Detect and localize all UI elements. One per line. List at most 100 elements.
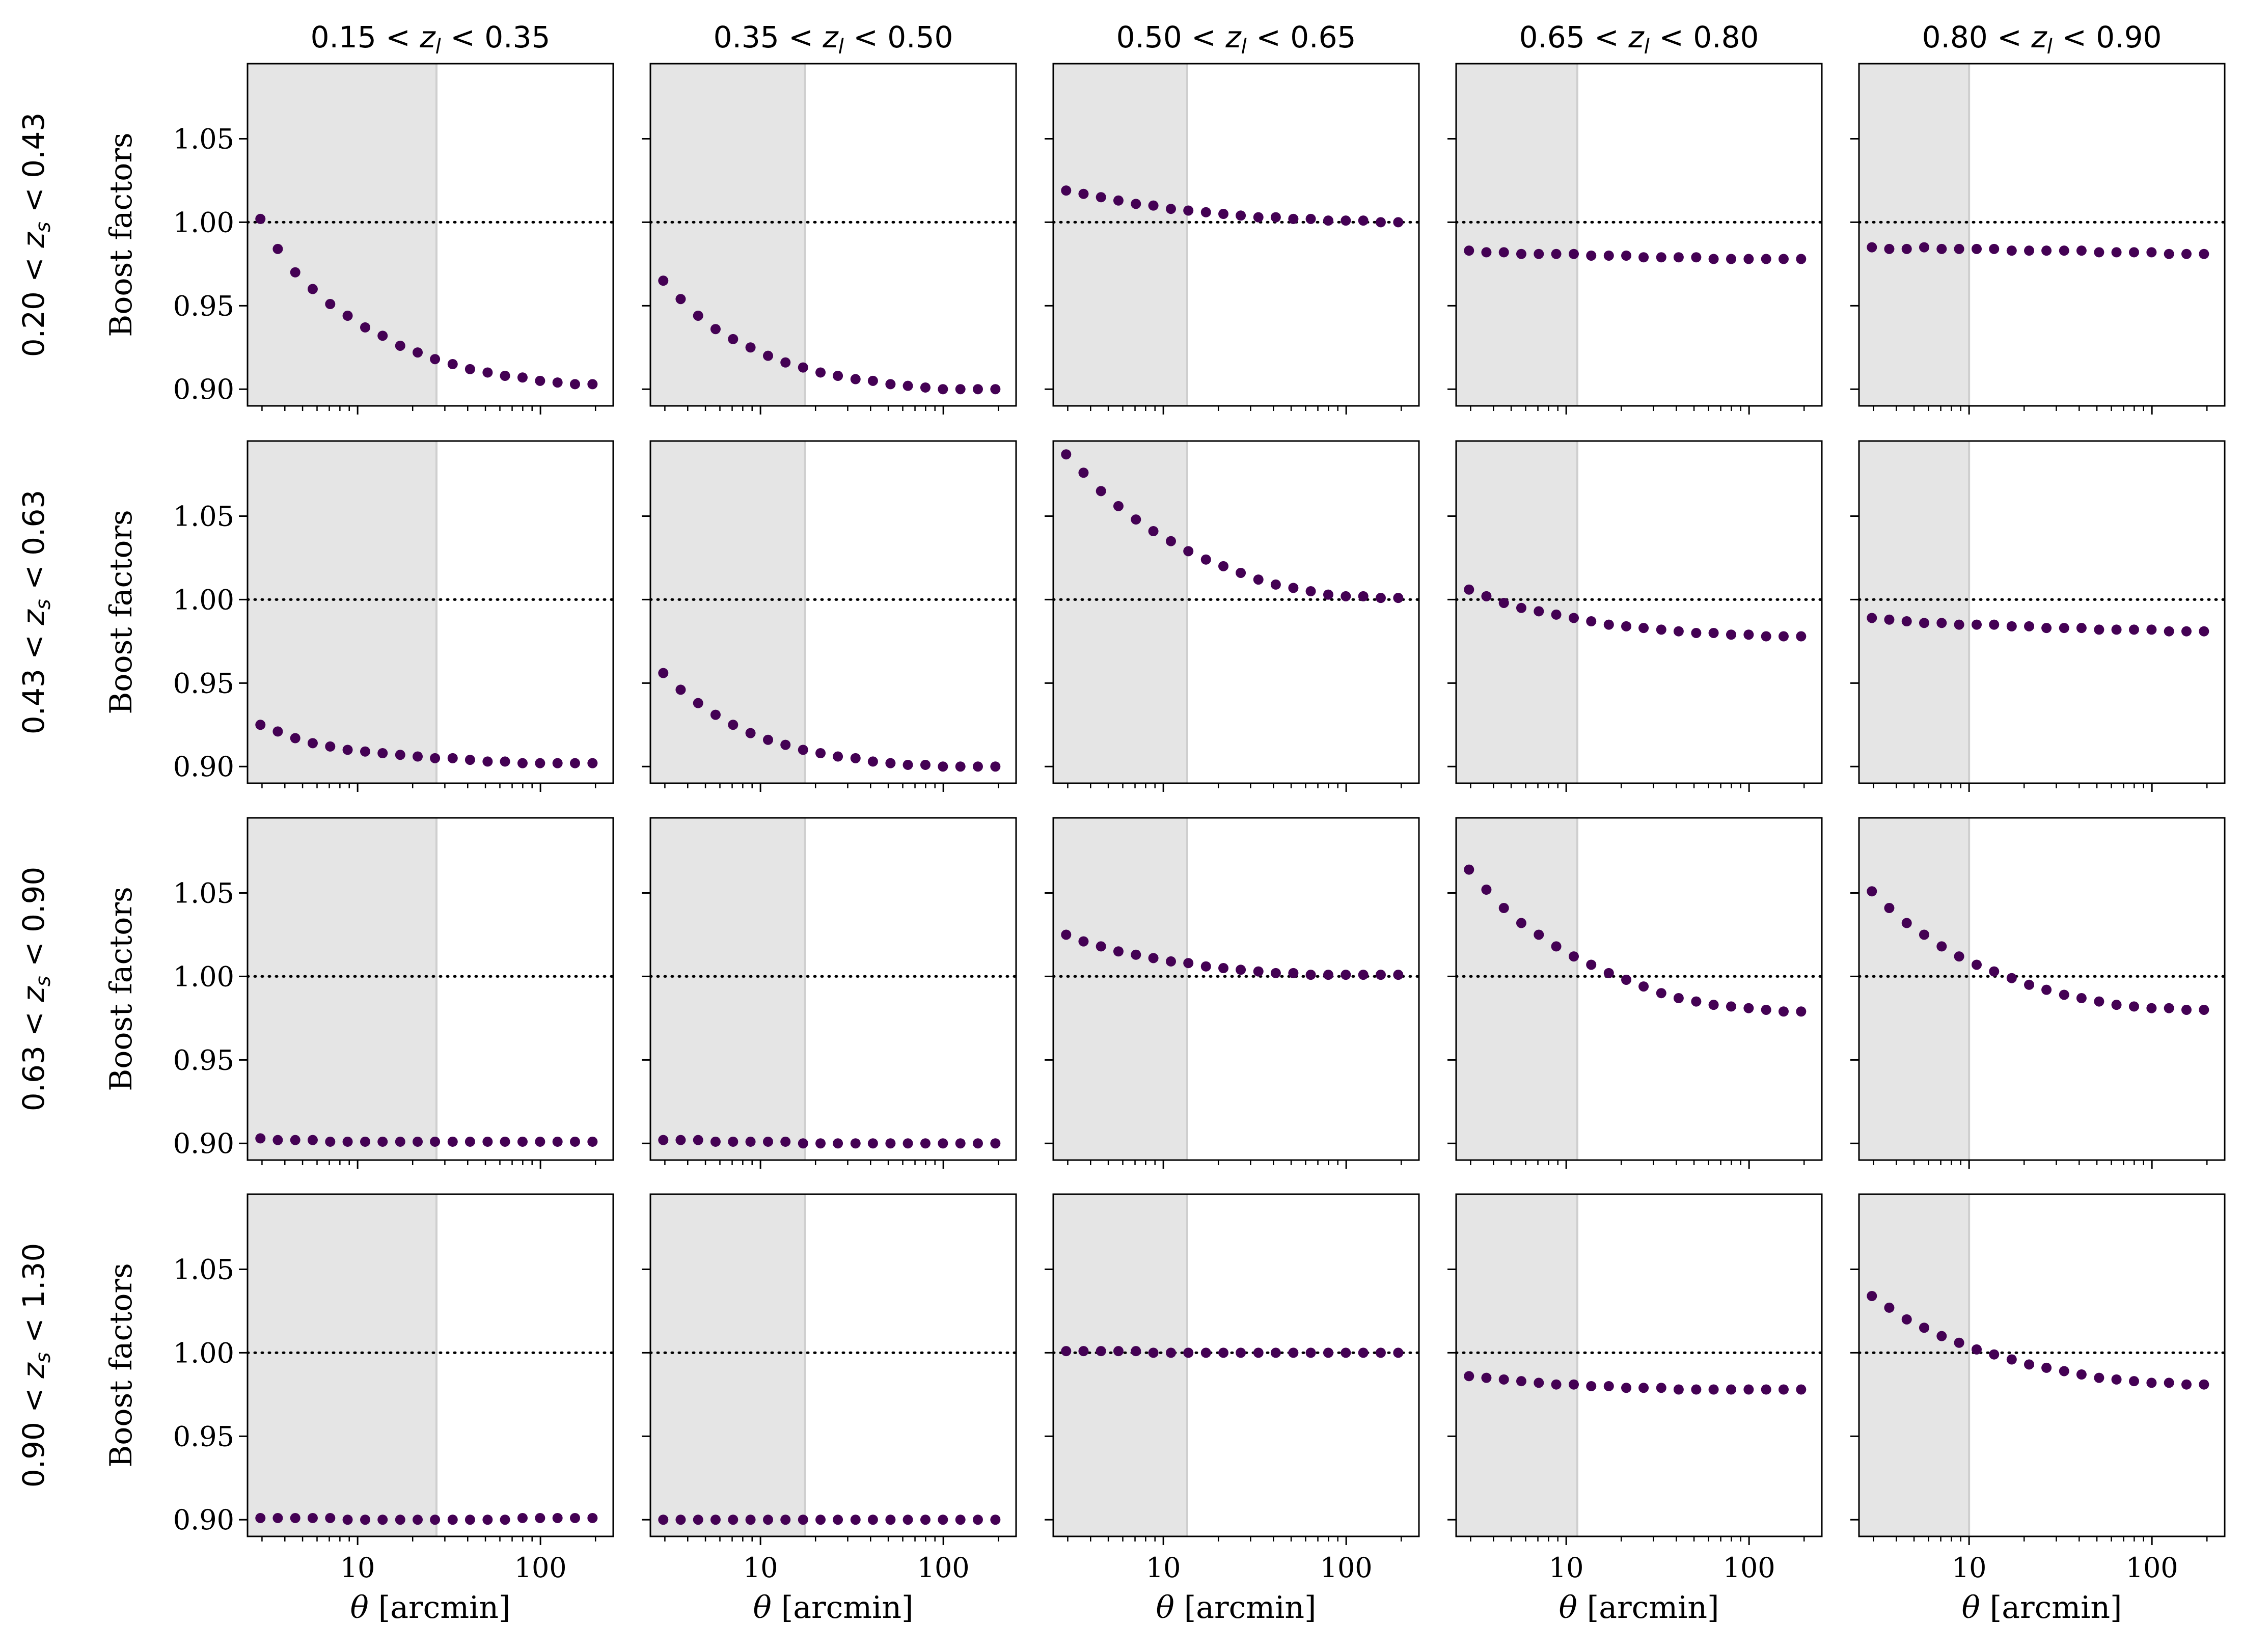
data-point bbox=[2146, 1378, 2157, 1388]
column-title-subscript: l bbox=[435, 35, 441, 59]
data-point bbox=[535, 1136, 545, 1147]
data-point bbox=[1534, 929, 1544, 940]
data-point bbox=[1551, 1379, 1562, 1390]
data-point bbox=[990, 384, 1001, 395]
x-tick-label: 100 bbox=[917, 1552, 970, 1584]
data-point bbox=[2094, 247, 2104, 258]
data-point bbox=[1551, 941, 1562, 952]
data-point bbox=[1061, 1346, 1072, 1357]
data-point bbox=[325, 299, 336, 310]
data-point bbox=[1305, 970, 1316, 980]
data-point bbox=[1131, 514, 1141, 525]
data-point bbox=[1586, 1381, 1597, 1391]
data-point bbox=[938, 384, 948, 395]
data-point bbox=[1358, 215, 1369, 226]
data-point bbox=[1638, 623, 1649, 634]
data-point bbox=[552, 1136, 563, 1147]
data-point bbox=[693, 1135, 703, 1145]
data-point bbox=[1375, 970, 1386, 980]
data-point bbox=[693, 1515, 703, 1525]
data-point bbox=[1691, 1384, 1702, 1395]
data-point bbox=[850, 374, 861, 384]
data-point bbox=[307, 284, 318, 294]
data-point bbox=[342, 310, 353, 321]
data-point bbox=[745, 1136, 756, 1147]
data-point bbox=[1323, 970, 1333, 980]
x-axis-label: θ [arcmin] bbox=[1559, 1590, 1719, 1626]
data-point bbox=[938, 1138, 948, 1149]
scale-cut-shade bbox=[1859, 441, 1970, 783]
data-point bbox=[1516, 918, 1526, 928]
panel-frame bbox=[649, 440, 1017, 784]
column-title-variable: z bbox=[822, 20, 839, 54]
data-point bbox=[1061, 185, 1072, 196]
data-point bbox=[798, 1515, 808, 1525]
data-point bbox=[482, 1515, 493, 1525]
data-point bbox=[255, 213, 266, 224]
data-point bbox=[2059, 245, 2069, 256]
data-point bbox=[360, 1515, 370, 1525]
data-point bbox=[587, 758, 598, 768]
data-point bbox=[1078, 188, 1089, 199]
data-point bbox=[1743, 629, 1754, 640]
data-point bbox=[413, 1136, 423, 1147]
scale-cut-shade bbox=[650, 818, 805, 1160]
data-point bbox=[1393, 217, 1404, 228]
data-point bbox=[1796, 1384, 1807, 1395]
x-axis-label-variable: θ bbox=[350, 1590, 369, 1626]
data-point bbox=[587, 1512, 598, 1523]
data-point bbox=[658, 276, 669, 286]
data-point bbox=[517, 1136, 528, 1147]
data-point bbox=[535, 758, 545, 768]
panel-frame bbox=[1858, 1193, 2226, 1537]
data-point bbox=[1288, 213, 1299, 224]
data-point bbox=[1568, 249, 1579, 259]
data-point bbox=[1218, 963, 1229, 974]
data-point bbox=[290, 267, 300, 278]
data-point bbox=[2076, 993, 2087, 1004]
data-point bbox=[903, 380, 913, 391]
data-point bbox=[1516, 1376, 1526, 1387]
panel-r2-c2 bbox=[1045, 817, 1420, 1169]
data-point bbox=[867, 375, 878, 386]
data-point bbox=[867, 756, 878, 767]
data-point bbox=[395, 1136, 405, 1147]
panel-frame bbox=[649, 1193, 1017, 1537]
y-tick-label: 0.90 bbox=[173, 1504, 234, 1536]
scale-cut-shade bbox=[1859, 64, 1970, 406]
data-point bbox=[1726, 629, 1736, 640]
y-axis-label: Boost factors bbox=[103, 510, 139, 714]
data-point bbox=[430, 753, 441, 763]
panel-r1-c4 bbox=[1850, 440, 2226, 792]
data-point bbox=[1481, 247, 1492, 258]
data-point bbox=[833, 1515, 843, 1525]
data-point bbox=[2111, 624, 2122, 635]
data-point bbox=[447, 1515, 458, 1525]
data-point bbox=[1989, 1349, 2000, 1360]
data-point bbox=[1638, 1383, 1649, 1393]
data-point bbox=[885, 1138, 896, 1149]
data-point bbox=[833, 1138, 843, 1149]
data-point bbox=[1200, 1347, 1211, 1358]
data-point bbox=[272, 243, 283, 254]
data-point bbox=[955, 761, 966, 772]
column-title-prefix: 0.50 < bbox=[1116, 20, 1226, 54]
data-point bbox=[1498, 247, 1509, 258]
panel-r1-c1 bbox=[642, 440, 1018, 792]
panel-r0-c1: 0.35 < zl < 0.50 bbox=[642, 20, 1018, 415]
data-point bbox=[1096, 1346, 1106, 1357]
data-point bbox=[1971, 959, 1982, 970]
data-point bbox=[1165, 956, 1176, 967]
data-point bbox=[815, 1515, 826, 1525]
data-point bbox=[1761, 631, 1771, 642]
data-point bbox=[1673, 993, 1684, 1004]
scale-cut-shade bbox=[1859, 1194, 1970, 1536]
data-point bbox=[2181, 626, 2192, 637]
data-point bbox=[1936, 618, 1947, 628]
data-point bbox=[1113, 501, 1124, 511]
panel-r1-c2 bbox=[1045, 440, 1420, 792]
row-title-suffix: < 0.90 bbox=[16, 867, 51, 976]
data-point bbox=[272, 1512, 283, 1523]
data-point bbox=[395, 340, 405, 351]
